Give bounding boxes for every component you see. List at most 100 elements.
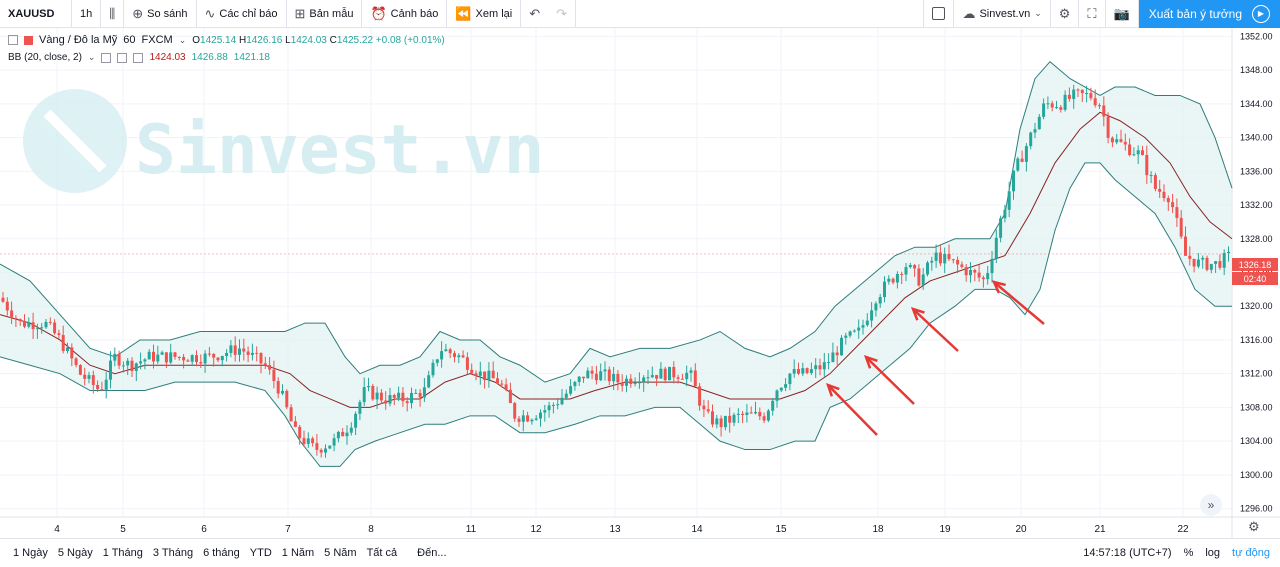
interval-button[interactable]: 1h bbox=[72, 0, 102, 28]
replay-button[interactable]: ⏪ Xem lại bbox=[447, 0, 522, 28]
candle-body bbox=[457, 355, 461, 358]
candle-body bbox=[659, 368, 663, 379]
range-button[interactable]: 1 Năm bbox=[281, 547, 315, 559]
settings-button[interactable]: ⚙ bbox=[1051, 0, 1080, 28]
candle-body bbox=[594, 373, 598, 381]
y-tick-label: 1308.00 bbox=[1240, 402, 1273, 412]
candle-body bbox=[448, 349, 452, 354]
candle-body bbox=[276, 381, 280, 394]
candle-body bbox=[418, 392, 422, 398]
candle-body bbox=[414, 392, 418, 394]
candle-body bbox=[1184, 236, 1187, 256]
candle-body bbox=[508, 389, 512, 404]
log-toggle[interactable]: log bbox=[1205, 547, 1221, 559]
clock-readout[interactable]: 14:57:18 (UTC+7) bbox=[1083, 547, 1172, 559]
legend-title[interactable]: Vàng / Đô la Mỹ bbox=[39, 34, 118, 46]
range-button[interactable]: 5 Ngày bbox=[57, 547, 93, 559]
range-button[interactable]: 3 Tháng bbox=[152, 547, 194, 559]
auto-scale-toggle[interactable]: tự động bbox=[1232, 547, 1270, 559]
compare-button[interactable]: ⊕ So sánh bbox=[124, 0, 197, 28]
indicators-button[interactable]: ∿ Các chỉ báo bbox=[197, 0, 287, 28]
eye-icon[interactable] bbox=[101, 52, 112, 63]
candle-body bbox=[775, 390, 779, 401]
candle-body bbox=[263, 363, 267, 366]
range-button[interactable]: 1 Ngày bbox=[13, 547, 48, 559]
candle-body bbox=[410, 392, 413, 404]
candle-body bbox=[964, 267, 968, 276]
x-tick-label: 4 bbox=[54, 524, 60, 535]
candle-body bbox=[48, 321, 52, 323]
annotation-arrowhead bbox=[910, 307, 925, 321]
candle-body bbox=[629, 378, 633, 384]
range-button[interactable]: 1 Tháng bbox=[102, 547, 143, 559]
candle-body bbox=[1145, 154, 1149, 176]
symbol-search[interactable]: XAUUSD bbox=[0, 0, 72, 28]
bottom-toolbar: 1 Ngày 5 Ngày 1 Tháng 3 Tháng 6 tháng YTD 1 Nă… bbox=[0, 538, 1280, 567]
range-button[interactable]: Tất cả bbox=[366, 547, 398, 559]
candle-body bbox=[332, 438, 336, 446]
candle-body bbox=[973, 269, 977, 273]
candle-body bbox=[491, 370, 495, 379]
rewind-icon: ⏪ bbox=[455, 6, 472, 21]
range-button[interactable]: 6 tháng bbox=[203, 547, 240, 559]
candle-body bbox=[883, 281, 886, 298]
candle-body bbox=[444, 349, 448, 352]
candle-body bbox=[362, 387, 366, 403]
chevron-down-icon[interactable]: ⌄ bbox=[87, 52, 96, 62]
templates-label: Bản mẫu bbox=[309, 7, 354, 20]
layout-name: Sinvest.vn bbox=[979, 7, 1031, 20]
candle-body bbox=[1196, 259, 1200, 267]
snapshot-button[interactable]: 📷 bbox=[1106, 0, 1139, 28]
candle-body bbox=[427, 375, 431, 388]
candle-body bbox=[113, 353, 117, 361]
axis-settings-icon[interactable]: ⚙ bbox=[1248, 519, 1260, 534]
candle-body bbox=[1179, 217, 1183, 237]
y-tick-label: 1304.00 bbox=[1240, 436, 1273, 446]
candle-body bbox=[177, 356, 181, 358]
x-tick-label: 22 bbox=[1177, 524, 1189, 535]
candle-body bbox=[1102, 105, 1106, 117]
chart-type-button[interactable]: ⫼ bbox=[101, 0, 125, 28]
y-tick-label: 1328.00 bbox=[1240, 234, 1273, 244]
chevron-down-icon[interactable]: ⌄ bbox=[178, 34, 187, 45]
scroll-to-realtime-button[interactable]: » bbox=[1200, 494, 1222, 516]
collapse-icon[interactable] bbox=[8, 35, 18, 45]
ohlc-values: O1425.14 H1426.16 L1424.03 C1425.22 +0.0… bbox=[192, 34, 445, 46]
publish-idea-button[interactable]: Xuất bản ý tưởng ▶ bbox=[1138, 0, 1280, 28]
bb-basis-value: 1424.03 bbox=[149, 52, 186, 63]
candle-body bbox=[1063, 94, 1067, 110]
close-icon[interactable] bbox=[133, 52, 144, 63]
candle-body bbox=[943, 253, 947, 264]
candle-body bbox=[586, 370, 590, 379]
candle-body bbox=[1141, 150, 1144, 155]
candle-body bbox=[1007, 191, 1011, 210]
layout-menu[interactable]: ☁ Sinvest.vn ⌄ bbox=[954, 0, 1051, 28]
candle-body bbox=[551, 405, 555, 407]
candle-body bbox=[1072, 89, 1076, 99]
candle-body bbox=[526, 415, 530, 422]
redo-button[interactable]: ↷ bbox=[548, 0, 577, 28]
candle-body bbox=[818, 365, 822, 370]
undo-button[interactable]: ↶ bbox=[521, 0, 548, 28]
bb-label[interactable]: BB (20, close, 2) bbox=[8, 52, 82, 63]
candle-body bbox=[195, 355, 198, 363]
alert-button[interactable]: ⏰ Cảnh báo bbox=[362, 0, 448, 28]
candle-body bbox=[1162, 191, 1166, 199]
range-button[interactable]: YTD bbox=[249, 547, 272, 559]
candle-body bbox=[1106, 116, 1110, 138]
x-tick-label: 5 bbox=[120, 524, 126, 535]
percent-toggle[interactable]: % bbox=[1183, 547, 1194, 559]
candle-body bbox=[900, 273, 904, 275]
candle-body bbox=[483, 371, 487, 381]
range-button[interactable]: 5 Năm bbox=[324, 547, 357, 559]
candle-body bbox=[732, 414, 736, 423]
goto-date-button[interactable]: Đến... bbox=[417, 547, 447, 559]
candle-body bbox=[981, 277, 985, 280]
x-tick-label: 8 bbox=[368, 524, 374, 535]
settings-small-icon[interactable] bbox=[117, 52, 128, 63]
price-chart[interactable]: 1296.00 1300.00 1304.00 1308.00 1312.00 1316.… bbox=[0, 28, 1280, 538]
maximize-button[interactable]: ⛶ bbox=[1079, 0, 1106, 28]
fullscreen-toggle[interactable] bbox=[923, 0, 955, 28]
candle-body bbox=[10, 310, 14, 319]
templates-button[interactable]: ⊞ Bản mẫu bbox=[287, 0, 363, 28]
